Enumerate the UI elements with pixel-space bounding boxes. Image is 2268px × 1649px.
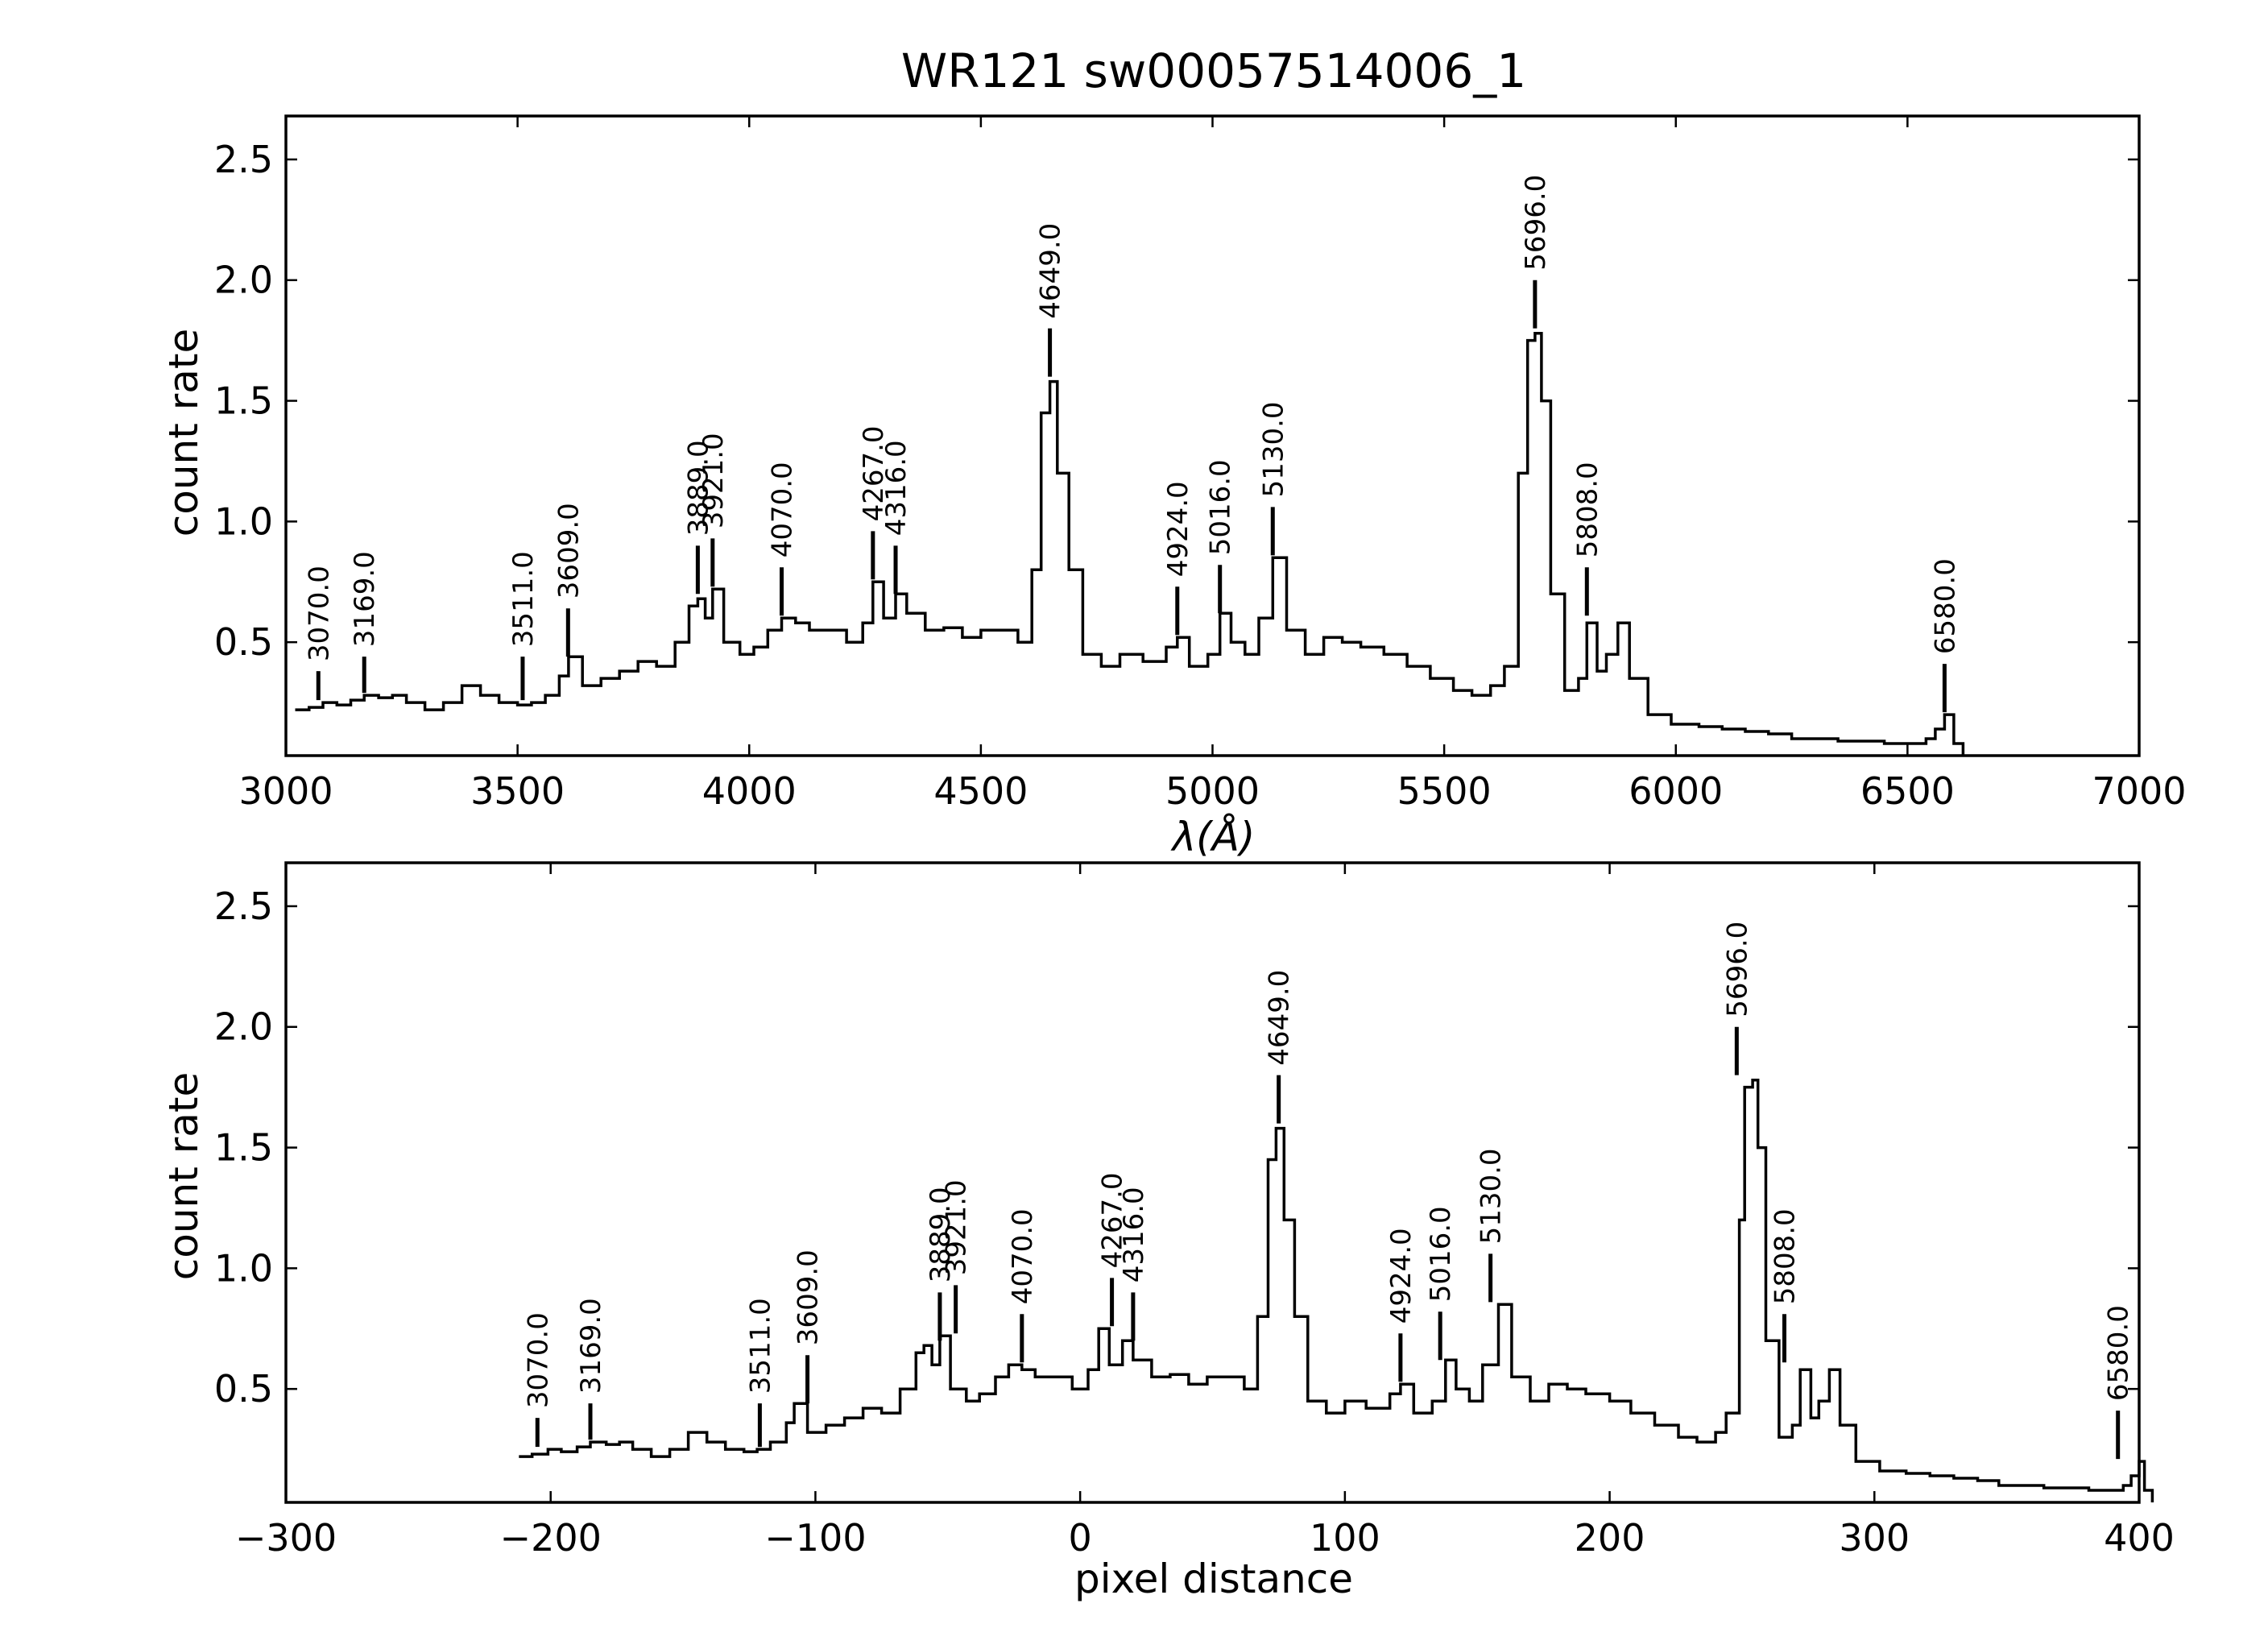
x-axis-label-pixel: pixel distance <box>1074 1556 1353 1602</box>
line-id-label: 6580.0 <box>2103 1305 2135 1401</box>
wavelength-panel: 3000 3500 4000 4500 5000 5500 6000 6500 7000 0.5 1… <box>214 114 2187 813</box>
x-tick-label: 3500 <box>470 769 565 813</box>
line-id-label: 3609.0 <box>793 1249 825 1345</box>
y-axis-label-bottom: count rate <box>160 1072 207 1281</box>
line-id-label: 5130.0 <box>1257 401 1289 497</box>
line-id-label: 4924.0 <box>1385 1228 1418 1324</box>
x-tick-label: 5000 <box>1165 769 1260 813</box>
y-tick-label: 0.5 <box>214 1367 273 1411</box>
y-tick-label: 0.5 <box>214 620 273 664</box>
y-tick-label: 1.5 <box>214 379 273 423</box>
line-id-label: 4649.0 <box>1264 970 1296 1066</box>
line-id-label: 3921.0 <box>697 433 730 528</box>
y-tick-label: 2.5 <box>214 138 273 181</box>
line-id-label: 3169.0 <box>349 551 381 647</box>
y-tick-label: 2.0 <box>214 1005 273 1049</box>
spectrum-line <box>295 331 1965 756</box>
x-tick-label: 6500 <box>1860 769 1955 813</box>
x-tick-label: 6000 <box>1629 769 1723 813</box>
x-tick-label: 4500 <box>933 769 1028 813</box>
x-tick-label: −300 <box>235 1516 337 1560</box>
line-id-label: 3511.0 <box>507 551 540 647</box>
line-id-label: 4267.0 <box>858 425 890 521</box>
x-tick-label: 300 <box>1839 1516 1910 1560</box>
x-tick-label: 100 <box>1310 1516 1380 1560</box>
line-id-label: 5808.0 <box>1769 1208 1802 1304</box>
x-tick-label: −200 <box>500 1516 602 1560</box>
line-id-label: 4070.0 <box>767 462 799 557</box>
line-id-label: 4649.0 <box>1035 223 1067 319</box>
x-tick-label: 0 <box>1069 1516 1092 1560</box>
line-id-label: 4267.0 <box>1097 1172 1129 1268</box>
line-id-label: 4924.0 <box>1162 481 1194 577</box>
line-id-label: 6580.0 <box>1929 558 1961 654</box>
line-id-label: 3921.0 <box>941 1179 973 1275</box>
y-tick-label: 1.5 <box>214 1126 273 1170</box>
line-id-label: 3889.0 <box>925 1187 957 1282</box>
line-id-label: 3889.0 <box>682 440 714 536</box>
line-id-label: 5696.0 <box>1520 175 1552 271</box>
line-id-label: 3169.0 <box>575 1298 607 1394</box>
spectrum-line <box>519 1078 2154 1502</box>
y-axis-label-top: count rate <box>160 329 207 537</box>
y-tick-label: 2.5 <box>214 885 273 928</box>
line-id-label: 5016.0 <box>1425 1206 1457 1302</box>
line-id-label: 3070.0 <box>522 1312 554 1408</box>
plot-frame <box>284 861 2141 1504</box>
x-axis-label-wavelength: λ(Å) <box>1170 814 1256 860</box>
line-id-label: 4070.0 <box>1007 1208 1039 1304</box>
x-tick-label: 7000 <box>2092 769 2186 813</box>
chart-title: WR121 sw00057514006_1 <box>901 44 1526 98</box>
line-id-label: 5016.0 <box>1205 459 1237 555</box>
pixel-distance-panel: −300 −200 −100 0 100 200 300 400 0.5 1.0 1.5 2.0 2.5… <box>214 861 2175 1560</box>
x-tick-label: 4000 <box>702 769 797 813</box>
x-tick-label: 200 <box>1575 1516 1645 1560</box>
x-tick-label: 400 <box>2104 1516 2175 1560</box>
line-id-label: 5130.0 <box>1475 1148 1508 1244</box>
line-id-label: 5808.0 <box>1571 462 1604 557</box>
line-id-label: 3511.0 <box>744 1298 776 1394</box>
x-tick-label: 3000 <box>238 769 333 813</box>
line-id-label: 5696.0 <box>1721 922 1753 1017</box>
line-id-label: 3070.0 <box>303 566 335 661</box>
y-tick-label: 1.0 <box>214 1246 273 1290</box>
line-id-label: 4316.0 <box>1118 1187 1150 1282</box>
x-tick-label: 5500 <box>1397 769 1492 813</box>
y-tick-label: 2.0 <box>214 259 273 302</box>
plot-frame <box>284 114 2141 757</box>
line-id-label: 3609.0 <box>553 503 585 599</box>
y-tick-label: 1.0 <box>214 499 273 543</box>
x-tick-label: −100 <box>764 1516 866 1560</box>
line-id-label: 4316.0 <box>880 440 913 536</box>
